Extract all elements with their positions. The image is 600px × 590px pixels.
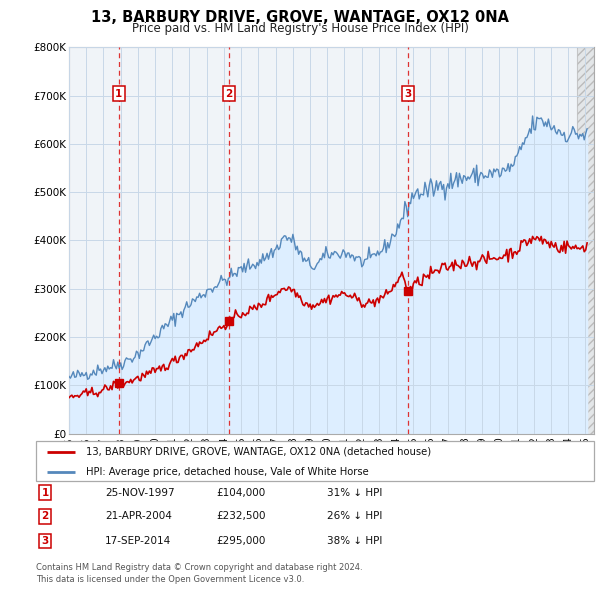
Text: 17-SEP-2014: 17-SEP-2014 [105,536,171,546]
Text: 3: 3 [41,536,49,546]
Text: 38% ↓ HPI: 38% ↓ HPI [327,536,382,546]
Text: 21-APR-2004: 21-APR-2004 [105,512,172,521]
Text: 31% ↓ HPI: 31% ↓ HPI [327,488,382,497]
Bar [577,47,594,434]
Text: 25-NOV-1997: 25-NOV-1997 [105,488,175,497]
Text: 3: 3 [404,88,412,99]
Text: £104,000: £104,000 [216,488,265,497]
Text: £295,000: £295,000 [216,536,265,546]
Text: Contains HM Land Registry data © Crown copyright and database right 2024.
This d: Contains HM Land Registry data © Crown c… [36,563,362,584]
Text: £232,500: £232,500 [216,512,265,521]
Text: HPI: Average price, detached house, Vale of White Horse: HPI: Average price, detached house, Vale… [86,467,369,477]
Text: 1: 1 [115,88,122,99]
Text: Price paid vs. HM Land Registry's House Price Index (HPI): Price paid vs. HM Land Registry's House … [131,22,469,35]
Text: 26% ↓ HPI: 26% ↓ HPI [327,512,382,521]
Text: 13, BARBURY DRIVE, GROVE, WANTAGE, OX12 0NA (detached house): 13, BARBURY DRIVE, GROVE, WANTAGE, OX12 … [86,447,431,457]
Text: 2: 2 [226,88,233,99]
Text: 1: 1 [41,488,49,497]
Text: 13, BARBURY DRIVE, GROVE, WANTAGE, OX12 0NA: 13, BARBURY DRIVE, GROVE, WANTAGE, OX12 … [91,10,509,25]
FancyBboxPatch shape [36,441,594,481]
Bar [577,47,594,434]
Text: 2: 2 [41,512,49,521]
